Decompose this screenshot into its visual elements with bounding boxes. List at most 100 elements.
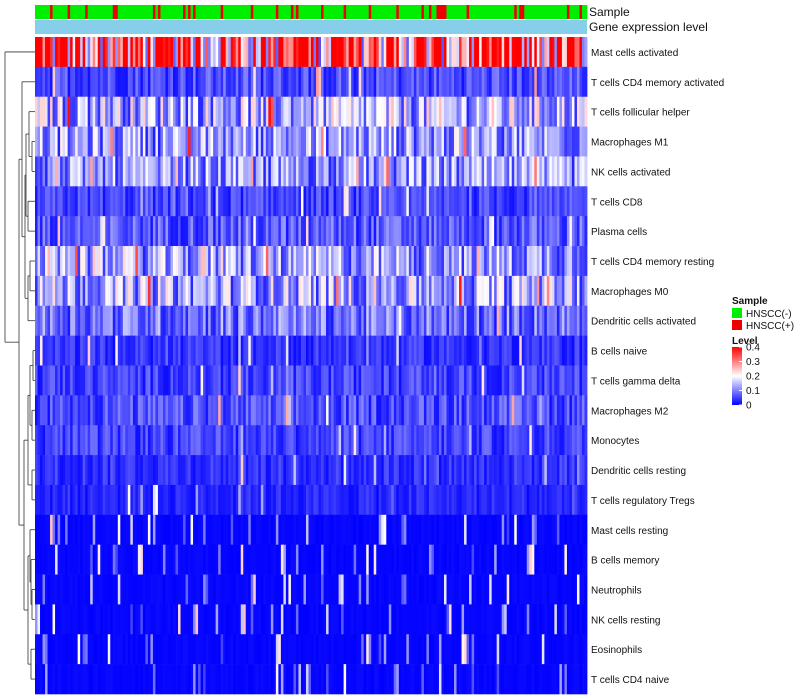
heatmap-cell xyxy=(466,305,470,336)
heatmap-cell xyxy=(408,335,412,366)
heatmap-cell xyxy=(173,37,176,68)
heatmap-cell xyxy=(373,604,377,635)
heatmap-cell xyxy=(288,604,292,635)
heatmap-cell xyxy=(406,574,410,605)
heatmap-cell xyxy=(263,186,267,217)
heatmap-cell xyxy=(353,455,357,486)
heatmap-cell xyxy=(514,514,518,545)
sample-cell xyxy=(167,5,171,19)
heatmap-cell xyxy=(97,425,101,456)
heatmap-cell xyxy=(305,66,309,98)
heatmap-cell xyxy=(102,395,106,426)
heatmap-cell xyxy=(135,156,139,187)
heatmap-cell xyxy=(167,604,171,635)
heatmap-cell xyxy=(584,395,588,426)
heatmap-cell xyxy=(220,544,224,575)
heatmap-cell xyxy=(391,514,395,545)
heatmap-cell xyxy=(549,275,553,307)
heatmap-cell xyxy=(147,126,151,157)
heatmap-cell xyxy=(125,37,129,68)
heatmap-cell xyxy=(418,544,422,575)
heatmap-cell xyxy=(308,574,312,605)
heatmap-cell xyxy=(263,335,267,366)
heatmap-cell xyxy=(140,335,144,366)
heatmap-cell xyxy=(57,604,61,635)
heatmap-cell xyxy=(208,664,212,695)
heatmap-cell xyxy=(403,186,407,217)
heatmap-cell xyxy=(454,66,457,98)
heatmap-cell xyxy=(263,484,267,516)
heatmap-cell xyxy=(484,96,488,127)
heatmap-cell xyxy=(529,455,533,486)
heatmap-cell xyxy=(318,216,322,247)
heatmap-cell xyxy=(436,96,440,127)
heatmap-cell xyxy=(454,126,457,157)
heatmap-cell xyxy=(160,574,164,605)
heatmap-cell xyxy=(479,275,483,307)
sample-cell xyxy=(87,5,91,19)
heatmap-cell xyxy=(188,305,191,336)
heatmap-cell xyxy=(132,365,136,396)
sample-cell xyxy=(456,5,460,19)
heatmap-cell xyxy=(238,156,242,187)
heatmap-cell xyxy=(220,395,224,426)
heatmap-cell xyxy=(358,96,362,127)
heatmap-cell xyxy=(40,514,43,545)
heatmap-cell xyxy=(225,156,229,187)
heatmap-cell xyxy=(421,425,425,456)
heatmap-cell xyxy=(386,544,390,575)
heatmap-cell xyxy=(120,604,124,635)
heatmap-cell xyxy=(275,455,279,486)
heatmap-cell xyxy=(373,246,377,277)
heatmap-cell xyxy=(333,365,337,396)
sample-cell xyxy=(579,5,583,19)
heatmap-cell xyxy=(45,455,48,486)
heatmap-cell xyxy=(130,604,134,635)
heatmap-cell xyxy=(401,66,405,98)
heatmap-cell xyxy=(338,514,342,545)
heatmap-cell xyxy=(57,484,61,516)
heatmap-cell xyxy=(175,96,179,127)
heatmap-cell xyxy=(265,425,269,456)
heatmap-cell xyxy=(313,634,317,665)
heatmap-cell xyxy=(571,514,575,545)
heatmap-cell xyxy=(536,216,540,247)
sample-cell xyxy=(496,5,500,19)
heatmap-cell xyxy=(55,634,58,665)
heatmap-cell xyxy=(474,246,477,277)
heatmap-cell xyxy=(295,395,299,426)
heatmap-cell xyxy=(220,305,224,336)
heatmap-cell xyxy=(546,305,550,336)
heatmap-cell xyxy=(223,275,227,307)
heatmap-cell xyxy=(170,275,174,307)
heatmap-cell xyxy=(393,604,397,635)
heatmap-cell xyxy=(536,156,540,187)
heatmap-cell xyxy=(255,246,259,277)
heatmap-cell xyxy=(120,425,124,456)
heatmap-cell xyxy=(70,335,74,366)
heatmap-cell xyxy=(411,126,415,157)
heatmap-cell xyxy=(77,126,81,157)
heatmap-cell xyxy=(474,455,477,486)
heatmap-cell xyxy=(371,574,375,605)
heatmap-cell xyxy=(105,484,109,516)
heatmap-cell xyxy=(150,484,154,516)
heatmap-cell xyxy=(220,335,224,366)
heatmap-cell xyxy=(343,455,347,486)
heatmap-cell xyxy=(433,275,437,307)
heatmap-cell xyxy=(195,96,199,127)
heatmap-cell xyxy=(426,425,430,456)
heatmap-cell xyxy=(150,66,154,98)
heatmap-cell xyxy=(107,126,111,157)
heatmap-cell xyxy=(85,246,89,277)
heatmap-cell xyxy=(554,216,558,247)
heatmap-cell xyxy=(504,514,508,545)
heatmap-cell xyxy=(418,514,422,545)
heatmap-cell xyxy=(77,37,81,68)
heatmap-cell xyxy=(115,604,119,635)
heatmap-cell xyxy=(45,246,48,277)
heatmap-cell xyxy=(416,574,420,605)
heatmap-cell xyxy=(240,275,244,307)
heatmap-cell xyxy=(62,156,66,187)
heatmap-cell xyxy=(541,514,545,545)
